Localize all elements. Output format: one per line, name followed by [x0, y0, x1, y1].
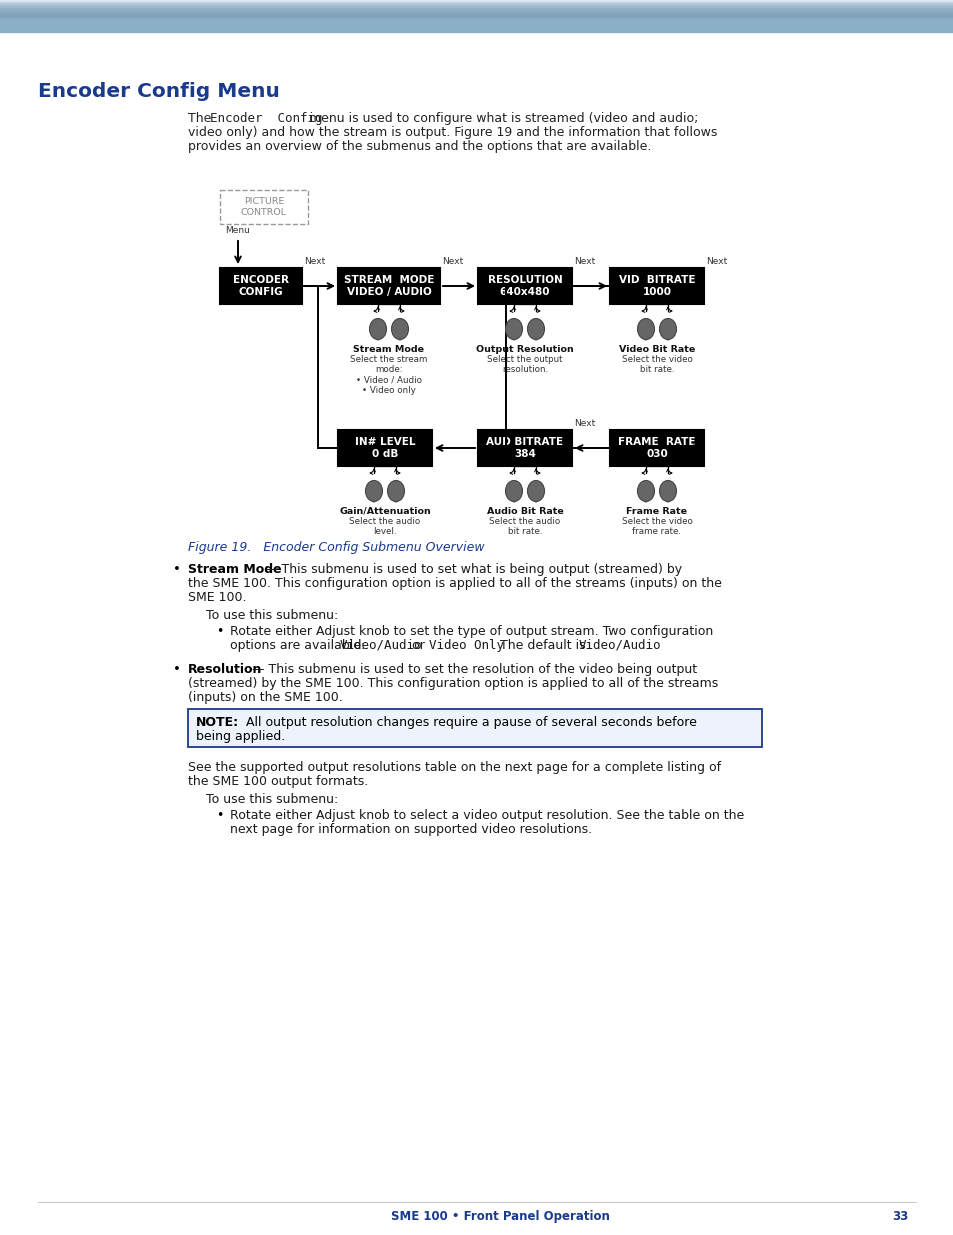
- Text: SME 100.: SME 100.: [188, 592, 246, 604]
- Text: Next: Next: [441, 257, 463, 266]
- Ellipse shape: [659, 319, 676, 340]
- Text: Next: Next: [574, 419, 595, 429]
- Text: being applied.: being applied.: [195, 730, 285, 743]
- Ellipse shape: [527, 319, 544, 340]
- Text: Next: Next: [304, 257, 325, 266]
- Bar: [477, 268, 572, 304]
- Ellipse shape: [505, 480, 522, 501]
- Text: Audio Bit Rate: Audio Bit Rate: [486, 508, 563, 516]
- Ellipse shape: [659, 480, 676, 501]
- Ellipse shape: [637, 480, 654, 501]
- Text: •: •: [215, 625, 223, 638]
- Bar: [0, 6, 953, 7]
- Text: To use this submenu:: To use this submenu:: [206, 609, 338, 622]
- Text: Video Only: Video Only: [429, 638, 503, 652]
- Bar: [0, 5, 953, 6]
- Text: Gain/Attenuation: Gain/Attenuation: [338, 508, 431, 516]
- Bar: [0, 12, 953, 14]
- Text: Next: Next: [705, 257, 726, 266]
- Bar: [609, 430, 703, 466]
- Text: options are available:: options are available:: [230, 638, 369, 652]
- Text: — This submenu is used to set the resolution of the video being output: — This submenu is used to set the resolu…: [248, 663, 697, 676]
- Bar: [0, 19, 953, 32]
- Text: SME 100 • Front Panel Operation: SME 100 • Front Panel Operation: [390, 1210, 609, 1223]
- Bar: [0, 0, 953, 1]
- Bar: [609, 268, 703, 304]
- Text: Stream Mode: Stream Mode: [354, 345, 424, 354]
- Ellipse shape: [637, 319, 654, 340]
- Text: ENCODER
CONFIG: ENCODER CONFIG: [233, 275, 289, 296]
- Text: Video/Audio: Video/Audio: [578, 638, 660, 652]
- Bar: [188, 709, 761, 747]
- Text: . The default is: . The default is: [492, 638, 589, 652]
- Bar: [0, 1, 953, 2]
- Text: Encoder Config Menu: Encoder Config Menu: [38, 82, 279, 101]
- Bar: [0, 16, 953, 19]
- Text: or: or: [408, 638, 428, 652]
- Text: Select the audio
level.: Select the audio level.: [349, 517, 420, 536]
- Text: the SME 100 output formats.: the SME 100 output formats.: [188, 776, 368, 788]
- Text: Video Bit Rate: Video Bit Rate: [618, 345, 695, 354]
- Text: menu is used to configure what is streamed (video and audio;: menu is used to configure what is stream…: [305, 112, 698, 125]
- Text: The: The: [188, 112, 215, 125]
- Bar: [0, 11, 953, 12]
- Text: FRAME  RATE
030: FRAME RATE 030: [618, 437, 695, 458]
- Text: STREAM  MODE
VIDEO / AUDIO: STREAM MODE VIDEO / AUDIO: [343, 275, 434, 296]
- Text: To use this submenu:: To use this submenu:: [206, 793, 338, 806]
- Text: Select the output
resolution.: Select the output resolution.: [487, 354, 562, 374]
- Text: Output Resolution: Output Resolution: [476, 345, 574, 354]
- Text: Select the audio
bit rate.: Select the audio bit rate.: [489, 517, 560, 536]
- Text: Select the video
bit rate.: Select the video bit rate.: [621, 354, 692, 374]
- Text: •: •: [215, 809, 223, 823]
- Text: Menu: Menu: [225, 226, 251, 235]
- Text: Stream Mode: Stream Mode: [188, 563, 281, 576]
- Ellipse shape: [369, 319, 386, 340]
- Text: IN# LEVEL
0 dB: IN# LEVEL 0 dB: [355, 437, 415, 458]
- Text: Select the video
frame rate.: Select the video frame rate.: [621, 517, 692, 536]
- Text: See the supported output resolutions table on the next page for a complete listi: See the supported output resolutions tab…: [188, 761, 720, 774]
- Bar: [337, 268, 439, 304]
- Ellipse shape: [387, 480, 404, 501]
- Text: All output resolution changes require a pause of several seconds before: All output resolution changes require a …: [237, 716, 696, 729]
- Text: Select the stream
mode:
• Video / Audio
• Video only: Select the stream mode: • Video / Audio …: [350, 354, 427, 395]
- Bar: [220, 268, 302, 304]
- Text: Rotate either Adjust knob to set the type of output stream. Two configuration: Rotate either Adjust knob to set the typ…: [230, 625, 713, 638]
- Bar: [0, 14, 953, 15]
- Text: — This submenu is used to set what is being output (streamed) by: — This submenu is used to set what is be…: [261, 563, 681, 576]
- Text: provides an overview of the submenus and the options that are available.: provides an overview of the submenus and…: [188, 140, 651, 153]
- Text: •: •: [172, 563, 181, 576]
- Text: Frame Rate: Frame Rate: [626, 508, 687, 516]
- Text: VID  BITRATE
1000: VID BITRATE 1000: [618, 275, 695, 296]
- Bar: [0, 15, 953, 16]
- Bar: [0, 2, 953, 5]
- Text: Video/Audio: Video/Audio: [339, 638, 422, 652]
- Text: Rotate either Adjust knob to select a video output resolution. See the table on : Rotate either Adjust knob to select a vi…: [230, 809, 743, 823]
- Text: (inputs) on the SME 100.: (inputs) on the SME 100.: [188, 692, 342, 704]
- Bar: [0, 7, 953, 9]
- Text: Resolution: Resolution: [188, 663, 262, 676]
- Bar: [477, 430, 572, 466]
- Text: .: .: [646, 638, 650, 652]
- Ellipse shape: [365, 480, 382, 501]
- Text: AUD BITRATE
384: AUD BITRATE 384: [486, 437, 563, 458]
- Ellipse shape: [391, 319, 408, 340]
- Text: Figure 19.   Encoder Config Submenu Overview: Figure 19. Encoder Config Submenu Overvi…: [188, 541, 484, 555]
- Text: 33: 33: [891, 1210, 907, 1223]
- Text: PICTURE
CONTROL: PICTURE CONTROL: [241, 198, 287, 216]
- Text: NOTE:: NOTE:: [195, 716, 239, 729]
- Text: RESOLUTION
640x480: RESOLUTION 640x480: [487, 275, 561, 296]
- Text: Encoder  Config: Encoder Config: [210, 112, 322, 125]
- Text: the SME 100. This configuration option is applied to all of the streams (inputs): the SME 100. This configuration option i…: [188, 577, 721, 590]
- Text: next page for information on supported video resolutions.: next page for information on supported v…: [230, 823, 592, 836]
- Text: •: •: [172, 663, 181, 676]
- Text: video only) and how the stream is output. Figure 19 and the information that fol: video only) and how the stream is output…: [188, 126, 717, 140]
- Bar: [220, 190, 308, 224]
- Ellipse shape: [505, 319, 522, 340]
- Text: Next: Next: [574, 257, 595, 266]
- Bar: [337, 430, 432, 466]
- Text: (streamed) by the SME 100. This configuration option is applied to all of the st: (streamed) by the SME 100. This configur…: [188, 677, 718, 690]
- Ellipse shape: [527, 480, 544, 501]
- Bar: [0, 9, 953, 11]
